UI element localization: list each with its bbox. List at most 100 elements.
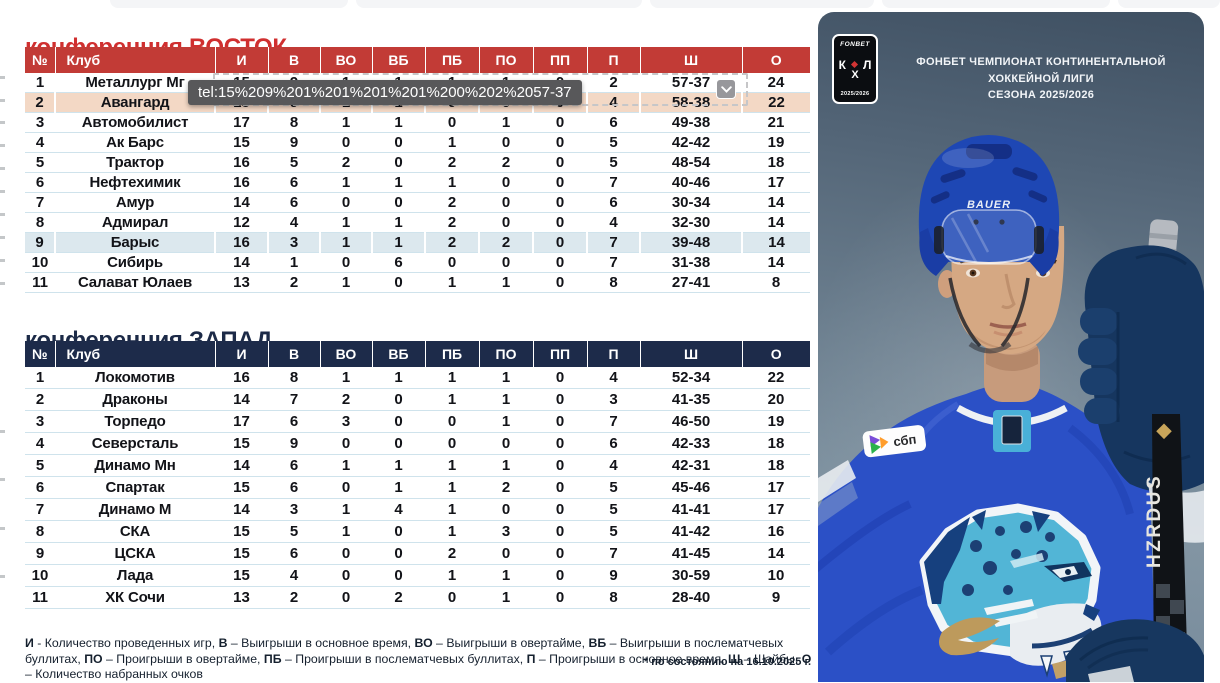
helmet: BAUER <box>918 135 1060 276</box>
stat-cell: 8 <box>742 272 810 293</box>
stat-cell: 1 <box>425 498 479 521</box>
stat-cell: 0 <box>533 542 587 565</box>
stat-cell: 2 <box>268 272 320 293</box>
stick-brand-text: HZRDUS <box>1144 474 1165 568</box>
stat-cell: 0 <box>533 132 587 153</box>
stat-cell: 0 <box>533 152 587 173</box>
lower-glove <box>1066 619 1204 682</box>
tel-link-dropdown[interactable] <box>716 79 736 99</box>
stat-cell: 1 <box>372 212 425 233</box>
club-cell: Авангард <box>54 92 215 113</box>
stat-cell: 2 <box>424 232 479 253</box>
table-row: 4 Северсталь 15 9 0 0 0 0 0 6 42-33 18 <box>25 432 810 455</box>
stat-cell: 0 <box>533 212 587 233</box>
stat-cell: 2 <box>320 388 372 411</box>
stat-cell: 31-38 <box>640 252 742 273</box>
stat-cell: 0 <box>372 132 425 153</box>
stat-cell: 15 <box>215 564 268 587</box>
club-cell: Барыс <box>54 232 215 253</box>
stat-cell: 0 <box>479 172 533 193</box>
stat-cell: 0 <box>479 542 533 565</box>
col-header: Ш <box>639 47 742 73</box>
stat-cell: 0 <box>479 498 533 521</box>
bauer-logo-text: BAUER <box>967 199 1011 211</box>
player-photo-panel: FONBET К Л Х 2025/2026 ФОНБЕТ ЧЕМПИОНАТ К… <box>818 12 1204 682</box>
club-cell: ХК Сочи <box>55 586 215 609</box>
stat-cell: 42-31 <box>640 454 742 477</box>
stat-cell: 16 <box>214 232 268 253</box>
stat-cell: 15 <box>215 132 268 153</box>
stat-cell: 1 <box>320 272 372 293</box>
stat-cell: 6 <box>268 476 320 499</box>
club-cell: Автомобилист <box>55 112 215 133</box>
table-row: 9 ЦСКА 15 6 0 0 2 0 0 7 41-45 14 <box>25 542 810 565</box>
stat-cell: 18 <box>742 432 810 455</box>
club-cell: Динамо Мн <box>55 454 215 477</box>
stat-cell: 19 <box>742 132 810 153</box>
stat-cell: 1 <box>479 112 533 133</box>
stat-cell: 4 <box>372 498 425 521</box>
stat-cell: 3 <box>587 388 640 411</box>
col-header: Ш <box>639 341 742 367</box>
stat-cell: 42-33 <box>640 432 742 455</box>
stat-cell: 0 <box>320 476 372 499</box>
stat-cell: 0 <box>425 112 479 133</box>
pos-cell: 4 <box>25 132 55 153</box>
edge-artifact <box>0 213 5 216</box>
stat-cell: 14 <box>215 498 268 521</box>
col-header: В <box>267 47 320 73</box>
club-cell: Адмирал <box>55 212 215 233</box>
edge-artifact <box>0 259 5 262</box>
stat-cell: 0 <box>320 432 372 455</box>
col-header: ВО <box>319 341 372 367</box>
club-cell: СКА <box>55 520 215 543</box>
stat-cell: 0 <box>533 432 587 455</box>
stat-cell: 5 <box>587 498 640 521</box>
pos-cell: 10 <box>25 564 55 587</box>
stat-cell: 0 <box>320 252 372 273</box>
stat-cell: 0 <box>533 410 587 433</box>
stat-cell: 9 <box>742 586 810 609</box>
pos-cell: 9 <box>25 542 55 565</box>
edge-artifact <box>0 575 5 578</box>
stat-cell: 5 <box>268 152 320 173</box>
stat-cell: 0 <box>533 272 587 293</box>
stat-cell: 30-34 <box>640 192 742 213</box>
khl-badge-season: 2025/2026 <box>840 91 870 97</box>
khl-badge: FONBET К Л Х 2025/2026 <box>832 34 878 104</box>
pos-cell: 1 <box>25 73 55 93</box>
stat-cell: 7 <box>587 410 640 433</box>
top-decoration-pill <box>110 0 348 8</box>
stat-cell: 0 <box>425 586 479 609</box>
stat-cell: 22 <box>741 92 810 113</box>
club-cell: ЦСКА <box>55 542 215 565</box>
table-row: 6 Спартак 15 6 0 1 1 2 0 5 45-46 17 <box>25 476 810 499</box>
svg-text:сбп: сбп <box>893 432 918 450</box>
pos-cell: 5 <box>25 454 55 477</box>
stat-cell: 0 <box>533 192 587 213</box>
stat-cell: 41-42 <box>640 520 742 543</box>
stat-cell: 17 <box>215 410 268 433</box>
stat-cell: 0 <box>372 388 425 411</box>
club-cell: Динамо М <box>55 498 215 521</box>
date-note: * по состоянию на 16.10.2025 г. <box>643 656 811 668</box>
stat-cell: 2 <box>425 152 479 173</box>
stat-cell: 0 <box>533 454 587 477</box>
col-header: ПП <box>532 341 587 367</box>
stat-cell: 16 <box>215 172 268 193</box>
stat-cell: 8 <box>587 586 640 609</box>
table-row: 6 Нефтехимик 16 6 1 1 1 0 0 7 40-46 17 <box>25 172 810 193</box>
stat-cell: 2 <box>587 73 640 93</box>
stat-cell: 2 <box>479 476 533 499</box>
stat-cell: 1 <box>425 520 479 543</box>
stat-cell: 4 <box>587 367 640 389</box>
pos-cell: 11 <box>25 272 55 293</box>
table-row: 7 Амур 14 6 0 0 2 0 0 6 30-34 14 <box>25 192 810 213</box>
stat-cell: 2 <box>425 212 479 233</box>
stat-cell: 14 <box>741 232 810 253</box>
col-header: ПП <box>532 47 587 73</box>
stat-cell: 0 <box>479 432 533 455</box>
stat-cell: 14 <box>215 252 268 273</box>
stat-cell: 0 <box>372 564 425 587</box>
